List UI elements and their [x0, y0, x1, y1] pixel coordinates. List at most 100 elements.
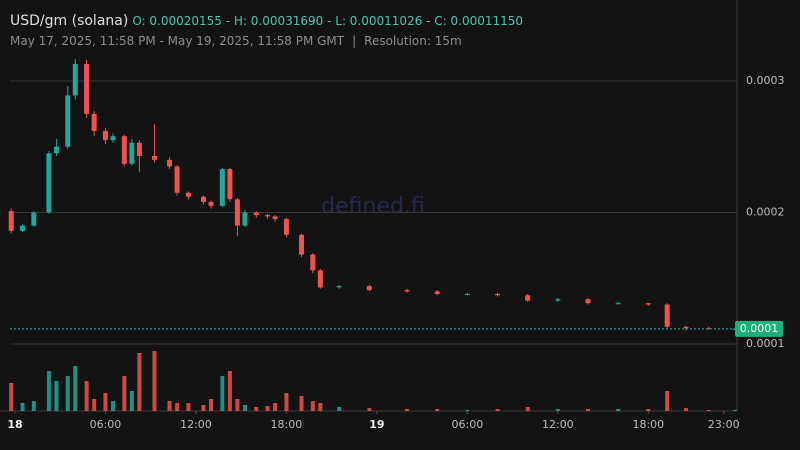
- x-tick-label: 06:00: [452, 418, 484, 431]
- x-tick-label: 12:00: [542, 418, 574, 431]
- candle-body: [72, 63, 78, 96]
- volume-bar: [46, 371, 51, 411]
- candle-body: [151, 155, 157, 160]
- candle-body: [20, 225, 26, 231]
- volume-bar: [73, 366, 78, 411]
- volume-bar: [110, 401, 115, 411]
- volume-bar: [92, 399, 97, 411]
- volume-bar: [254, 407, 259, 411]
- candle-body: [525, 295, 531, 301]
- volume-bar: [235, 399, 240, 411]
- candle-body: [664, 304, 670, 327]
- candle-body: [102, 130, 108, 141]
- candle-body: [283, 219, 289, 235]
- candle-body: [53, 146, 59, 154]
- volume-bar: [405, 409, 410, 411]
- candle-body: [298, 234, 304, 255]
- volume-bar: [265, 406, 270, 411]
- candle-body: [219, 169, 225, 206]
- candle-body: [167, 159, 173, 167]
- volume-bar: [220, 376, 225, 411]
- candle-body: [84, 63, 90, 114]
- ohlc-summary: O: 0.00020155 - H: 0.00031690 - L: 0.000…: [132, 14, 524, 28]
- volume-bar: [284, 393, 289, 411]
- volume-bar: [103, 393, 108, 411]
- candle-body: [272, 216, 278, 220]
- volume-bar: [65, 376, 70, 411]
- volume-bar: [495, 409, 500, 411]
- volume-bar: [435, 409, 440, 411]
- volume-bar: [310, 401, 315, 411]
- candle-body: [706, 328, 712, 330]
- pair-title: USD/gm (solana): [10, 13, 129, 29]
- candle-body: [129, 142, 135, 164]
- volume-bar: [227, 371, 232, 411]
- candle-body: [234, 199, 240, 226]
- volume-bar: [122, 376, 127, 411]
- volume-bar: [137, 353, 142, 411]
- volume-bar: [242, 405, 247, 411]
- separator: |: [352, 34, 357, 48]
- candle-body: [366, 286, 372, 291]
- candle-body: [645, 303, 651, 305]
- candle-body: [310, 254, 316, 271]
- candle-body: [615, 303, 621, 305]
- candle-body: [585, 299, 591, 304]
- volume-bar: [209, 399, 214, 411]
- candle-body: [31, 212, 37, 226]
- y-tick-label: 0.0001: [746, 337, 785, 350]
- candle-body: [555, 299, 561, 301]
- candle-body: [208, 201, 214, 206]
- candle-body: [136, 142, 142, 156]
- volume-bar: [525, 407, 530, 411]
- last-price-label: 0.0001: [740, 322, 779, 335]
- volume-bar: [299, 396, 304, 411]
- candle-body: [227, 169, 233, 200]
- header: USD/gm (solana) O: 0.00020155 - H: 0.0003…: [10, 10, 523, 51]
- volume-bar: [465, 410, 470, 411]
- candle-body: [495, 293, 501, 296]
- volume-bar: [9, 383, 14, 411]
- candle-body: [464, 293, 470, 295]
- x-tick-label: 06:00: [90, 418, 122, 431]
- volume-bar: [54, 381, 59, 411]
- last-price-badge: [735, 320, 783, 337]
- candle-body: [434, 291, 440, 294]
- candle-body: [242, 212, 248, 226]
- volume-bar: [555, 409, 560, 411]
- volume-bar: [684, 408, 689, 411]
- volume-bar: [201, 405, 206, 411]
- candle-body: [46, 153, 52, 213]
- volume-bar: [129, 391, 134, 411]
- date-range: May 17, 2025, 11:58 PM - May 19, 2025, 1…: [10, 34, 345, 48]
- volume-bar: [31, 401, 36, 411]
- volume-bar: [167, 401, 172, 411]
- candle-body: [265, 215, 271, 217]
- candle-body: [174, 166, 180, 193]
- y-tick-label: 0.0002: [746, 205, 785, 218]
- x-tick-label: 18:00: [632, 418, 664, 431]
- volume-bar: [646, 409, 651, 411]
- x-tick-label: 19: [369, 418, 384, 431]
- candle-body: [317, 270, 323, 288]
- candle-body: [404, 290, 410, 292]
- x-tick-label: 12:00: [180, 418, 212, 431]
- volume-bar: [20, 403, 25, 411]
- volume-bar: [367, 408, 372, 411]
- candle-body: [185, 192, 191, 197]
- x-tick-label: 18: [7, 418, 22, 431]
- candle-body: [91, 113, 97, 131]
- volume-bar: [175, 403, 180, 411]
- candle-body: [683, 326, 689, 329]
- volume-bar: [733, 410, 738, 411]
- candle-body: [121, 136, 127, 164]
- volume-bar: [706, 410, 711, 411]
- candle-body: [336, 286, 342, 288]
- volume-bar: [337, 407, 342, 411]
- volume-bar: [84, 381, 89, 411]
- volume-bar: [616, 409, 621, 411]
- resolution: Resolution: 15m: [364, 34, 462, 48]
- volume-bar: [152, 351, 157, 411]
